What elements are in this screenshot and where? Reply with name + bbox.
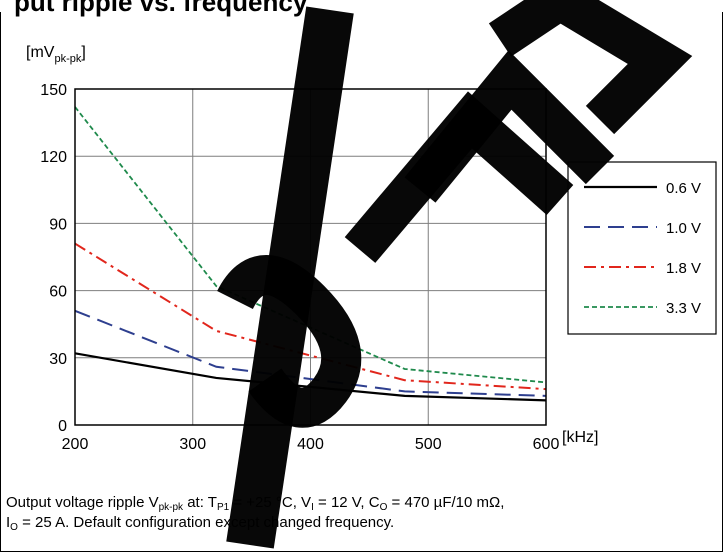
- figure-frame: [0, 12, 723, 552]
- y-tick-label: 30: [49, 351, 67, 368]
- x-tick-label: 600: [533, 436, 560, 453]
- legend-label: 1.8 V: [666, 260, 701, 277]
- legend: 0.6 V 1.0 V 1.8 V 3.3 V: [567, 161, 717, 335]
- legend-label: 1.0 V: [666, 220, 701, 237]
- x-tick-label: 200: [62, 436, 89, 453]
- x-tick-label: 300: [179, 436, 206, 453]
- y-tick-labels: 0 30 60 90 120 150: [40, 82, 67, 435]
- series-line-2: [74, 242, 547, 391]
- caption-line-1: Output voltage ripple Vpk-pk at: TP1 = +…: [6, 494, 505, 513]
- y-tick-label: 0: [58, 418, 67, 435]
- y-axis-label: [mVpk-pk]: [26, 44, 86, 65]
- x-axis-label: [kHz]: [562, 429, 598, 446]
- x-tick-label: 400: [297, 436, 324, 453]
- page-title: put ripple vs. frequency: [14, 0, 308, 17]
- legend-box: [567, 161, 717, 335]
- y-tick-label: 120: [40, 149, 67, 166]
- series-line-1: [74, 309, 547, 397]
- y-tick-label: 60: [49, 284, 67, 301]
- figure-caption: Output voltage ripple Vpk-pk at: TP1 = +…: [6, 493, 718, 533]
- caption-line-2: IO = 25 A. Default configuration except …: [6, 514, 395, 533]
- legend-label: 3.3 V: [666, 300, 701, 317]
- discontinued-watermark: [217, 0, 693, 549]
- x-tick-label: 500: [415, 436, 442, 453]
- legend-label: 0.6 V: [666, 180, 701, 197]
- y-tick-label: 150: [40, 82, 67, 99]
- x-tick-labels: 200 300 400 500 600: [62, 436, 560, 453]
- y-tick-label: 90: [49, 216, 67, 233]
